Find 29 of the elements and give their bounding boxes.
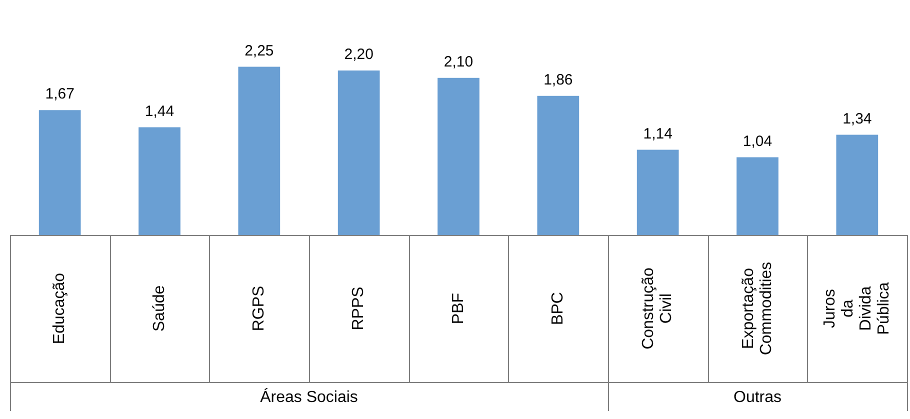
data-label: 1,04: [742, 132, 772, 150]
text: Áreas Sociais: [260, 388, 358, 406]
bar: [138, 127, 180, 235]
x-tick-label: Saúde: [150, 285, 168, 332]
x-tick-label: BPC: [550, 292, 567, 325]
x-tick-label: Construção Civil: [640, 267, 676, 350]
bar: [537, 96, 580, 235]
x-tick-label: Juros da Divida Pública: [822, 282, 893, 335]
data-label: 1,67: [45, 86, 74, 103]
data-label: 1,14: [643, 125, 672, 142]
x-tick-label: Exportação Commodities: [740, 262, 775, 356]
data-label: 2,25: [244, 42, 274, 60]
data-label: 1,34: [842, 110, 872, 128]
bar: [238, 66, 280, 235]
bar: [38, 110, 81, 235]
data-label: 2,20: [344, 46, 374, 64]
bar: [338, 70, 380, 235]
x-tick-label: RPPS: [350, 286, 368, 330]
text: Outras: [733, 388, 782, 406]
bar: [836, 134, 878, 235]
bar: [736, 157, 778, 235]
x-tick-label: PBF: [450, 292, 467, 324]
bar: [636, 150, 679, 235]
x-tick-label: Educação: [51, 272, 68, 344]
data-label: 2,10: [444, 54, 474, 71]
data-label: 1,86: [544, 72, 573, 89]
x-tick-label: RGPS: [250, 286, 268, 332]
bar: [438, 78, 480, 235]
data-label: 1,44: [144, 102, 174, 120]
